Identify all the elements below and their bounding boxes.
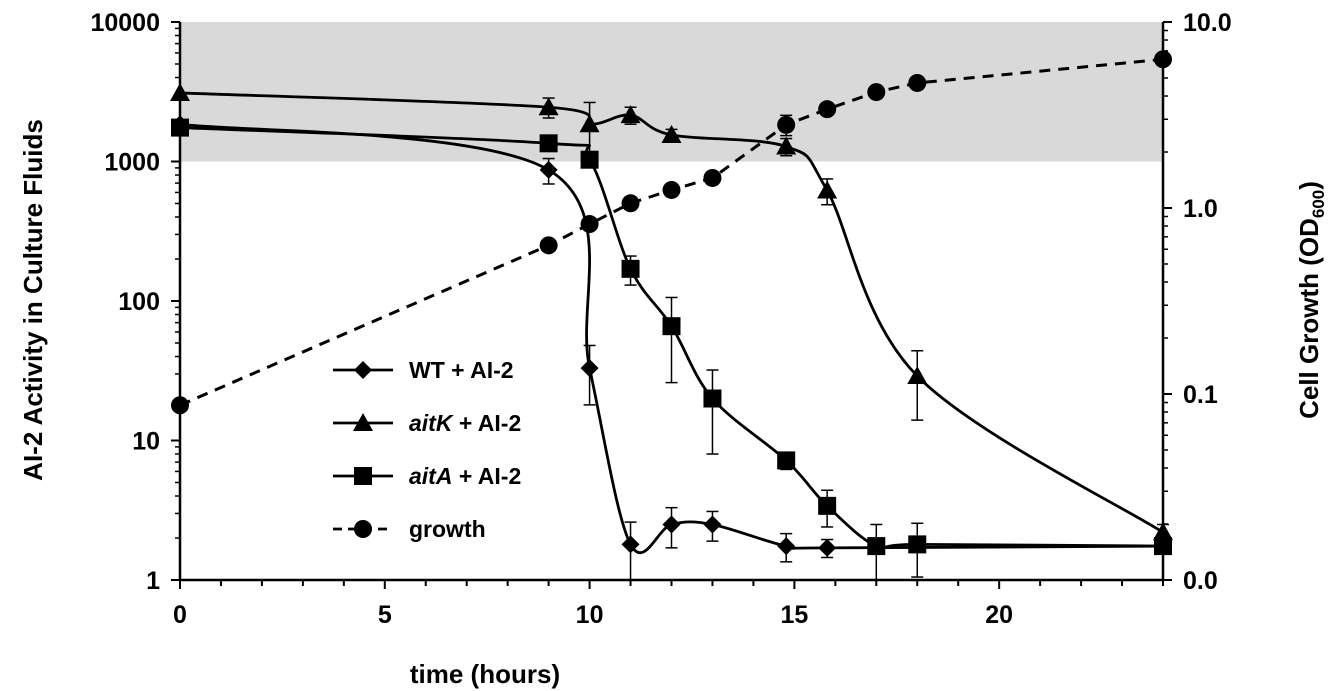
y-right-tick-label: 1.0: [1183, 195, 1218, 223]
data-point: [703, 389, 722, 408]
y-left-axis-title: AI-2 Activity in Culture Fluids: [18, 119, 48, 481]
y-left-tick-label: 10: [132, 428, 160, 456]
legend-label: growth: [409, 516, 486, 542]
data-point: [662, 180, 681, 199]
y-left-tick-label: 1: [146, 567, 160, 595]
data-point: [662, 515, 681, 534]
series-3: [171, 50, 1172, 415]
data-point: [907, 365, 928, 384]
data-point: [776, 136, 797, 155]
legend-marker: [354, 361, 372, 379]
legend-marker: [354, 520, 372, 538]
axes-layer: 0 5 10 15 20 1 10 100 1000 10000 0.0 0.1 1.0 10.0: [90, 9, 1231, 629]
legend-label: WT + AI-2: [409, 357, 514, 383]
data-point: [703, 515, 722, 534]
legend: WT + AI-2 aitK + AI-2 aitA + AI-2 growth: [333, 357, 521, 542]
y-left-tick-label: 10000: [90, 9, 160, 37]
data-point: [662, 317, 681, 336]
data-point: [620, 105, 641, 124]
y-right-tick-label: 10.0: [1183, 9, 1232, 37]
legend-label: aitA + AI-2: [409, 463, 521, 489]
data-point: [703, 168, 722, 187]
data-point: [580, 215, 599, 234]
data-point: [908, 535, 927, 554]
data-point: [777, 537, 796, 556]
x-tick-label: 20: [985, 601, 1013, 629]
legend-marker: [353, 413, 373, 431]
data-point: [621, 535, 640, 554]
data-point: [777, 451, 796, 470]
data-point: [661, 124, 682, 143]
data-point: [818, 538, 837, 557]
data-point: [621, 194, 640, 213]
data-point: [539, 236, 558, 255]
legend-label: aitK + AI-2: [409, 410, 521, 436]
data-point: [818, 100, 837, 119]
x-tick-label: 10: [576, 601, 604, 629]
y-right-tick-label: 0.0: [1183, 567, 1218, 595]
data-point: [867, 537, 886, 556]
legend-marker: [354, 467, 372, 485]
data-point: [579, 114, 600, 133]
y-left-tick-label: 1000: [104, 149, 160, 177]
data-point: [817, 180, 838, 199]
data-point: [539, 160, 558, 179]
x-tick-label: 5: [378, 601, 392, 629]
series-layer: [170, 50, 1173, 581]
y-right-tick-label: 0.1: [1183, 381, 1218, 409]
data-point: [777, 115, 796, 134]
x-axis-title: time (hours): [410, 659, 560, 689]
data-point: [539, 134, 558, 153]
data-point: [908, 73, 927, 92]
x-tick-label: 15: [780, 601, 808, 629]
data-point: [867, 83, 886, 102]
data-point: [538, 97, 559, 116]
data-point: [580, 359, 599, 378]
data-point: [580, 150, 599, 169]
data-point: [621, 259, 640, 278]
y-right-axis-title: Cell Growth (OD600): [1294, 181, 1328, 419]
data-point: [818, 496, 837, 515]
y-left-tick-label: 100: [118, 288, 160, 316]
x-tick-label: 0: [173, 601, 187, 629]
